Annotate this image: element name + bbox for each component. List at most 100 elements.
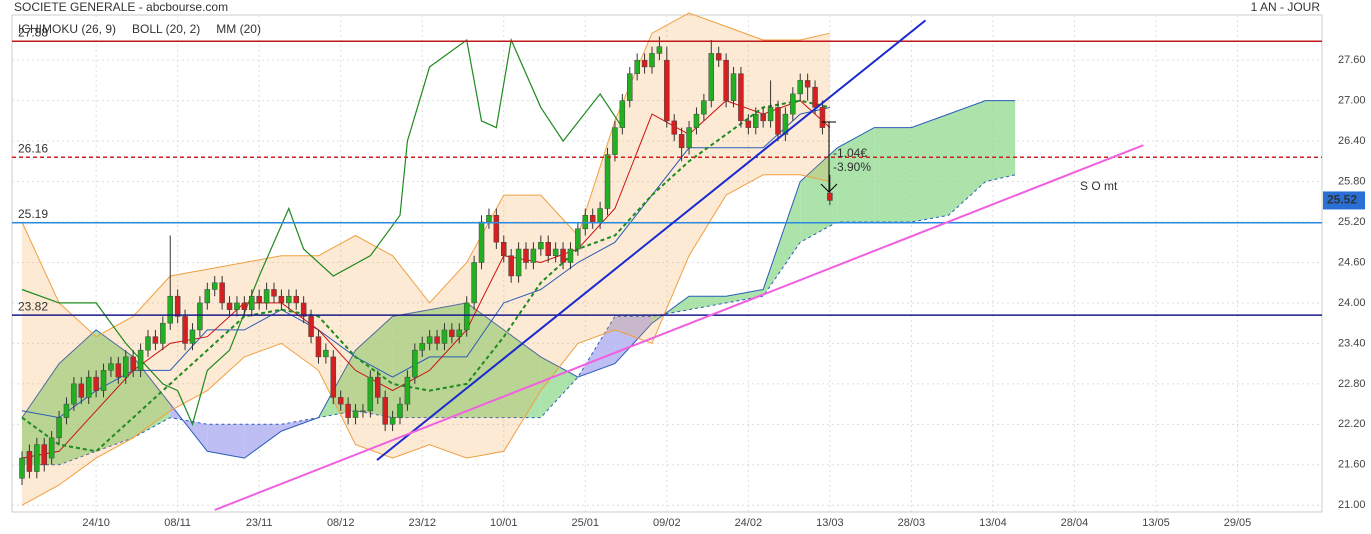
- candle-body: [300, 302, 307, 317]
- legend-entry: BOLL (20, 2): [132, 22, 200, 36]
- candle-body: [730, 73, 737, 101]
- cloud-fill: [726, 289, 764, 303]
- y-tick-label: 25.20: [1338, 216, 1366, 228]
- candle-body: [226, 302, 233, 310]
- candle-body: [708, 53, 715, 101]
- x-tick-label: 08/12: [327, 517, 355, 529]
- last-price-tag: [1323, 191, 1365, 210]
- cloud-fill: [911, 114, 949, 223]
- candle-body: [641, 59, 648, 68]
- candle-body: [812, 86, 818, 108]
- candle-body: [308, 316, 314, 337]
- candle-body: [723, 59, 729, 101]
- candle-body: [404, 376, 411, 405]
- cloud-fill: [689, 296, 727, 310]
- candle-body: [767, 107, 774, 122]
- y-tick-label: 24.00: [1338, 297, 1366, 309]
- annotation: S O mt: [1080, 179, 1118, 193]
- y-tick-label: 25.80: [1338, 175, 1366, 187]
- chart-title: SOCIETE GENERALE - abcbourse.com: [14, 0, 228, 14]
- candle-body: [449, 329, 455, 337]
- x-tick-label: 24/02: [735, 517, 763, 529]
- candle-body: [71, 383, 77, 405]
- candle-body: [678, 134, 685, 149]
- candle-body: [286, 295, 292, 304]
- candle-body: [330, 356, 337, 398]
- candle-body: [597, 208, 603, 223]
- candle-body: [567, 248, 574, 263]
- candle-body: [627, 73, 633, 101]
- x-tick-label: 13/03: [816, 517, 844, 529]
- candle-body: [174, 295, 181, 317]
- candle-body: [426, 336, 433, 344]
- candle-body: [804, 80, 811, 88]
- candle-body: [508, 255, 514, 277]
- candle-body: [715, 53, 722, 61]
- candle-body: [100, 370, 107, 391]
- candle-body: [493, 215, 500, 243]
- cloud-fill: [59, 329, 97, 465]
- candle-body: [589, 215, 596, 223]
- cloud-fill: [540, 356, 578, 418]
- candle-body: [389, 417, 396, 425]
- candle-body: [612, 127, 618, 155]
- candle-body: [634, 59, 640, 74]
- x-tick-label: 29/05: [1224, 517, 1252, 529]
- candle-body: [219, 282, 225, 304]
- candle-body: [204, 289, 211, 304]
- y-tick-label: 23.40: [1338, 337, 1366, 349]
- legend: ICHIMOKU (26, 9) BOLL (20, 2) MM (20): [18, 22, 261, 36]
- annotation: -3.90%: [833, 160, 871, 174]
- cloud-fill: [577, 316, 615, 378]
- x-tick-label: 09/02: [653, 517, 681, 529]
- candle-body: [137, 349, 144, 371]
- candle-body: [560, 248, 566, 263]
- candle-body: [182, 316, 188, 344]
- x-tick-label: 08/11: [164, 517, 191, 529]
- candle-body: [664, 59, 670, 122]
- candle-body: [575, 228, 581, 250]
- candle-body: [263, 289, 270, 304]
- candle-body: [745, 120, 752, 128]
- tenkan-line: [21, 100, 831, 459]
- y-tick-label: 22.20: [1338, 418, 1366, 430]
- candle-body: [337, 397, 344, 405]
- candle-body: [523, 248, 529, 263]
- cloud-fill: [392, 309, 430, 418]
- candle-body: [530, 248, 537, 263]
- x-tick-label: 10/01: [490, 517, 518, 529]
- candle-body: [19, 457, 25, 479]
- level-label: 26.16: [18, 141, 48, 155]
- indicator-lines: [21, 37, 831, 459]
- legend-entry: ICHIMOKU (26, 9): [18, 22, 116, 36]
- candle-body: [41, 444, 47, 466]
- candle-body: [397, 403, 403, 418]
- cloud-fill: [244, 424, 282, 459]
- kijun-line: [21, 106, 831, 419]
- cloud-fill: [763, 181, 801, 297]
- candle-body: [515, 248, 522, 277]
- candle-body: [790, 93, 796, 115]
- candle-body: [34, 444, 40, 472]
- candle-body: [115, 363, 122, 378]
- candle-body: [352, 410, 359, 418]
- candle-body: [382, 397, 388, 425]
- cloud-fill: [207, 424, 245, 459]
- y-tick-label: 21.00: [1338, 499, 1366, 511]
- candle-body: [782, 113, 789, 135]
- candle-body: [656, 46, 663, 54]
- x-tick-label: 28/04: [1061, 517, 1089, 529]
- candle-body: [152, 336, 159, 344]
- candle-body: [434, 336, 440, 344]
- y-tick-label: 27.60: [1338, 54, 1366, 66]
- level-label: 27.88: [18, 25, 48, 39]
- candle-body: [189, 329, 196, 344]
- bollinger-line: [21, 174, 831, 506]
- candle-body: [256, 295, 262, 304]
- candle-body: [78, 383, 85, 398]
- period: 1 AN - JOUR: [1251, 0, 1321, 14]
- candle-body: [145, 336, 151, 351]
- candle-body: [375, 376, 381, 398]
- change-arrowhead: [820, 183, 838, 193]
